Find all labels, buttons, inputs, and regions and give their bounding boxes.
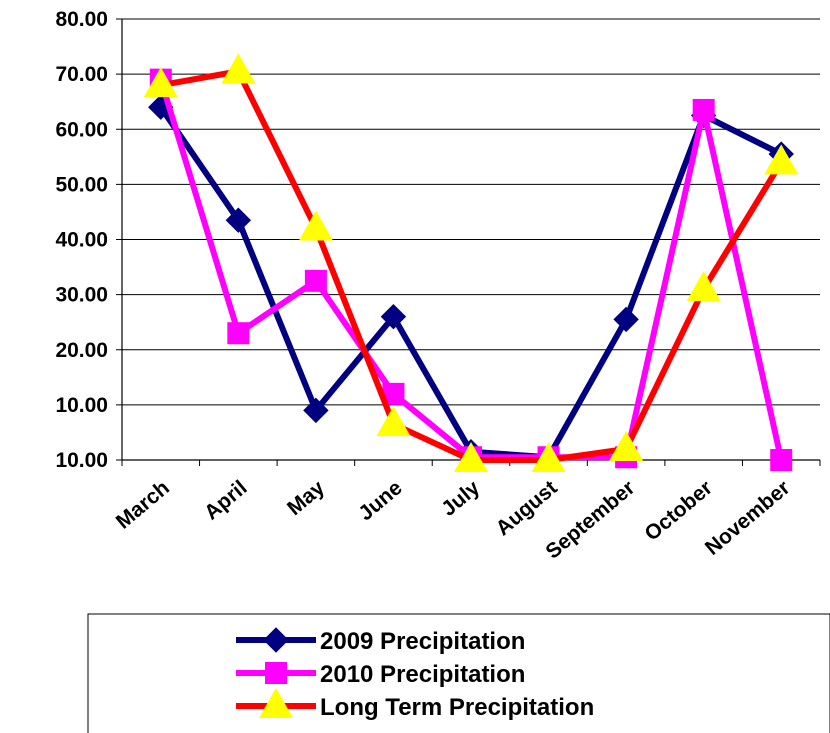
- data-point-long-term-precipitation-may: [298, 210, 333, 241]
- legend-swatch-marker: [265, 662, 287, 684]
- x-tick-label-november: November: [701, 476, 794, 560]
- legend-swatch-marker: [259, 688, 293, 718]
- y-tick-label: 30.00: [55, 284, 108, 307]
- data-point-2009-precipitation-april: [225, 207, 252, 233]
- x-tick-label-march: March: [112, 476, 174, 533]
- series-long-term-precipitation: [143, 53, 799, 472]
- data-point-2010-precipitation-october: [692, 98, 715, 121]
- data-point-long-term-precipitation-march: [143, 67, 178, 98]
- data-point-long-term-precipitation-april: [221, 53, 256, 84]
- y-tick-label: 40.00: [55, 229, 108, 252]
- data-point-2010-precipitation-june: [382, 382, 405, 405]
- x-tick-label-october: October: [640, 476, 716, 545]
- data-point-long-term-precipitation-july: [454, 442, 488, 472]
- legend: 2009 Precipitation 2010 Precipitation Long…: [87, 613, 830, 733]
- data-point-2009-precipitation-september: [613, 306, 639, 333]
- y-tick-label: 10.00: [55, 394, 108, 417]
- y-axis-tick-labels: 10.00 10.00 20.00 30.00 40.00 50.00 60.00 70.00…: [55, 8, 108, 472]
- x-tick-label-june: June: [354, 476, 406, 525]
- data-point-long-term-precipitation-june: [376, 406, 411, 437]
- legend-box: [87, 613, 830, 733]
- data-point-long-term-precipitation-september: [609, 430, 644, 461]
- series-line: [157, 78, 785, 461]
- y-tick-label: 20.00: [55, 339, 108, 362]
- x-tick-label-may: May: [283, 476, 329, 520]
- axes: [116, 18, 821, 466]
- data-point-2010-precipitation-november: [770, 449, 793, 471]
- x-tick-label-august: August: [492, 476, 562, 540]
- y-tick-label: 70.00: [55, 63, 108, 86]
- data-point-2010-precipitation-april: [227, 322, 250, 345]
- y-tick-label: 10.00: [55, 449, 108, 472]
- legend-item-2010-precipitation: 2010 Precipitation: [236, 661, 525, 688]
- y-tick-label: 50.00: [55, 173, 108, 196]
- legend-swatch-marker: [263, 627, 289, 653]
- y-tick-label: 60.00: [55, 118, 108, 141]
- legend-item-long-term-precipitation: Long Term Precipitation: [236, 688, 594, 721]
- x-tick-label-july: July: [437, 476, 484, 521]
- legend-label: Long Term Precipitation: [320, 694, 594, 721]
- data-point-2009-precipitation-may: [303, 397, 329, 424]
- legend-item-2009-precipitation: 2009 Precipitation: [236, 627, 525, 655]
- data-point-long-term-precipitation-august: [531, 442, 566, 472]
- x-tick-label-april: April: [200, 476, 251, 524]
- series-layer: [143, 53, 799, 472]
- data-point-2009-precipitation-june: [380, 303, 407, 330]
- data-point-2010-precipitation-may: [304, 269, 327, 292]
- data-point-long-term-precipitation-october: [686, 271, 721, 302]
- legend-label: 2010 Precipitation: [320, 661, 525, 688]
- data-point-long-term-precipitation-november: [764, 144, 799, 175]
- legend-label: 2009 Precipitation: [320, 628, 525, 655]
- y-tick-label: 80.00: [55, 8, 108, 31]
